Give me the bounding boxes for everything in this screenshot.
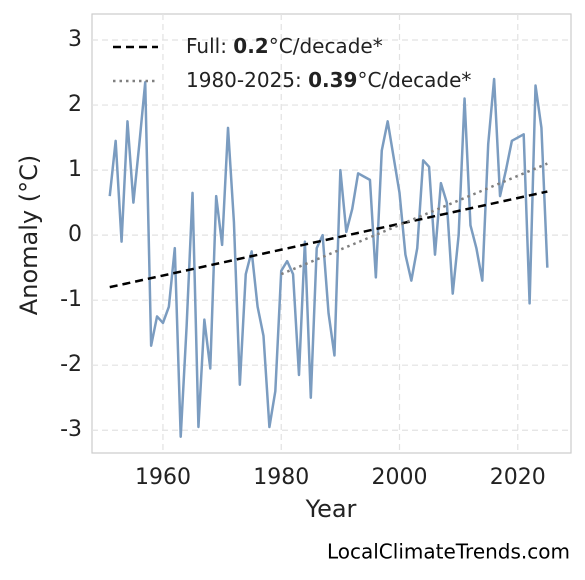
y-tick-label: -3	[60, 417, 82, 442]
y-axis-label: Anomaly (°C)	[15, 155, 43, 315]
y-tick-label: -1	[60, 287, 82, 312]
legend-label: Full: 0.2°C/decade*	[186, 34, 383, 58]
y-tick-label: 1	[68, 157, 82, 182]
data-line	[108, 77, 549, 438]
y-tick-label: 0	[68, 222, 82, 247]
y-tick-label: -2	[60, 352, 82, 377]
footer: LocalClimateTrends.com	[327, 540, 570, 564]
trend-line	[280, 162, 548, 276]
legend-prefix: 1980-2025:	[186, 68, 308, 92]
x-tick-label: 2020	[490, 465, 546, 490]
x-tick-label: 1960	[135, 465, 191, 490]
legend-suffix: °C/decade*	[269, 34, 383, 58]
plot-frame	[91, 13, 572, 454]
y-tick-label: 3	[68, 27, 82, 52]
x-tick-label: 1980	[253, 465, 309, 490]
trend-line	[109, 190, 548, 289]
x-tick-label: 2000	[372, 465, 428, 490]
legend-rate: 0.39	[308, 68, 357, 92]
y-tick-label: 2	[68, 92, 82, 117]
legend-label: 1980-2025: 0.39°C/decade*	[186, 68, 471, 92]
legend-suffix: °C/decade*	[357, 68, 471, 92]
legend-prefix: Full:	[186, 34, 233, 58]
x-axis-label: Year	[305, 495, 357, 523]
legend-rate: 0.2	[233, 34, 268, 58]
